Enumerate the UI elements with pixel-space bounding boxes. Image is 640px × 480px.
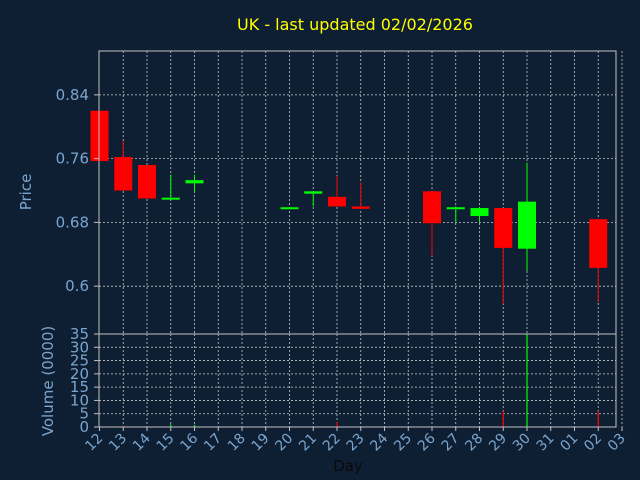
x-tick-label: 24 <box>367 430 391 454</box>
candle-body <box>185 180 204 184</box>
x-tick-label: 25 <box>391 431 415 455</box>
volume-bar <box>526 334 528 427</box>
x-tick-label: 23 <box>344 431 368 455</box>
x-tick-label: 15 <box>154 431 178 455</box>
candle-body <box>138 164 156 199</box>
candle-body <box>114 157 133 191</box>
candle-body <box>518 201 536 249</box>
x-tick-label: 19 <box>249 431 273 455</box>
volume-grid <box>99 334 623 427</box>
volume-plot-frame <box>98 333 617 428</box>
volume-bar <box>122 425 124 427</box>
x-tick-label: 14 <box>130 430 154 454</box>
volume-y-tick-label: 5 <box>79 405 89 423</box>
candle-body <box>351 206 370 209</box>
x-tick-label: 01 <box>557 431 581 455</box>
volume-y-tick-label: 25 <box>70 352 89 370</box>
price-y-tick-label: 0.84 <box>56 86 89 104</box>
x-ticks: 12 13 14 15 16 17 18 19 20 21 22 23 24 25 26 27 28 29 30 31… <box>82 427 629 455</box>
x-tick-label: 29 <box>486 431 510 455</box>
volume-y-tick-label: 20 <box>70 365 89 383</box>
volume-axis-label: Volume (0000) <box>39 326 57 436</box>
volume-y-tick-label: 15 <box>70 378 89 396</box>
volume-y-tick-label: 0 <box>79 418 89 436</box>
candle-body <box>494 208 513 248</box>
x-tick-label: 17 <box>201 431 225 455</box>
volume-bar <box>336 422 338 427</box>
price-y-tick-label: 0.68 <box>56 213 89 231</box>
candle-body <box>446 207 465 210</box>
candle-body <box>470 208 489 217</box>
x-tick-label: 31 <box>534 431 558 455</box>
volume-y-tick-label: 35 <box>70 325 89 343</box>
volume-bar <box>193 424 196 427</box>
volume-bar <box>502 411 504 427</box>
candle-body <box>280 207 299 210</box>
candle-body <box>589 219 608 268</box>
x-tick-label: 27 <box>439 431 463 455</box>
candle-body <box>328 196 346 207</box>
x-tick-label: 21 <box>296 431 320 455</box>
volume-y-tick-label: 30 <box>70 338 89 356</box>
volume-y-tick-label: 10 <box>70 391 89 409</box>
price-y-ticks: 0.6 0.68 0.76 0.84 <box>56 86 99 295</box>
candle-body <box>304 191 323 194</box>
x-tick-label: 20 <box>272 431 296 455</box>
x-tick-label: 02 <box>581 431 605 455</box>
candle-body <box>161 197 180 200</box>
price-plot-frame <box>98 50 617 335</box>
candlestick-series <box>90 110 608 304</box>
x-tick-label: 03 <box>605 431 629 455</box>
x-axis-label: Day <box>333 457 363 475</box>
x-tick-label: 30 <box>510 431 534 455</box>
volume-bar <box>597 411 599 427</box>
volume-series <box>98 334 599 427</box>
price-y-tick-label: 0.6 <box>65 277 89 295</box>
x-tick-label: 16 <box>177 430 201 454</box>
price-y-tick-label: 0.76 <box>56 150 89 168</box>
x-tick-label: 18 <box>225 431 249 455</box>
x-tick-label: 28 <box>462 431 486 455</box>
volume-bar <box>170 424 172 427</box>
chart-title: UK - last updated 02/02/2026 <box>237 15 473 34</box>
candle-body <box>423 191 441 224</box>
price-axis-label: Price <box>17 174 35 211</box>
x-tick-label: 22 <box>320 431 344 455</box>
x-tick-label: 26 <box>415 430 439 454</box>
x-tick-label: 13 <box>106 431 130 455</box>
